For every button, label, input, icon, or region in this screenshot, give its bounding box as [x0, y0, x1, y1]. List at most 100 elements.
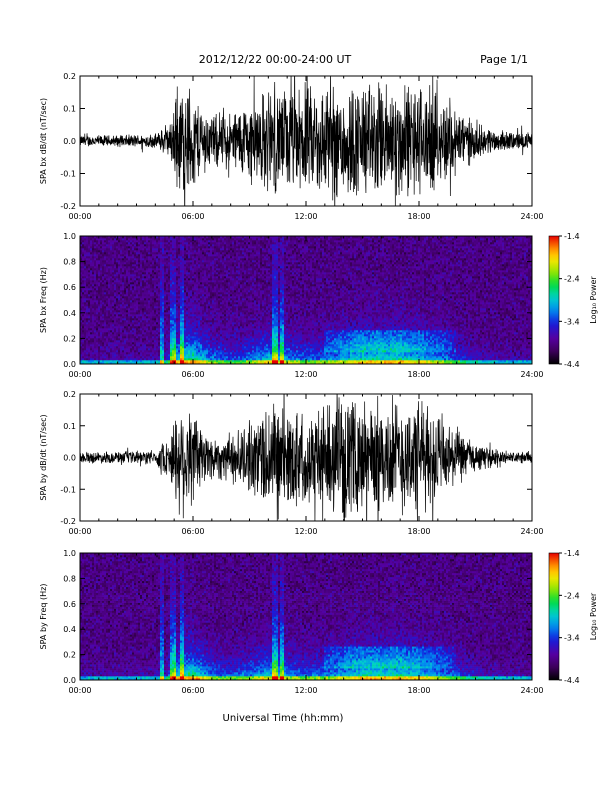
heat-cell: [218, 330, 221, 333]
heat-cell: [122, 322, 125, 325]
heat-cell: [182, 274, 185, 277]
heat-cell: [186, 258, 189, 261]
heat-cell: [186, 322, 189, 325]
heat-cell: [106, 274, 109, 277]
heat-cell: [126, 346, 129, 349]
heat-cell: [118, 322, 121, 325]
heat-cell: [102, 360, 105, 363]
heat-cell: [202, 322, 205, 325]
heat-cell: [116, 352, 119, 355]
heat-cell: [194, 346, 197, 349]
heat-cell: [184, 244, 187, 247]
heat-cell: [224, 294, 227, 297]
heat-cell: [210, 320, 213, 323]
heat-cell: [162, 328, 165, 331]
heat-cell: [106, 320, 109, 323]
heat-cell: [146, 280, 149, 283]
heat-cell: [154, 286, 157, 289]
heat-cell: [222, 242, 225, 245]
heat-cell: [104, 248, 107, 251]
heat-cell: [142, 268, 145, 271]
heat-cell: [170, 348, 173, 351]
heat-cell: [180, 348, 183, 351]
heat-cell: [120, 290, 123, 293]
heat-cell: [110, 354, 113, 357]
heat-cell: [210, 262, 213, 265]
heat-cell: [110, 274, 113, 277]
heat-cell: [98, 306, 101, 309]
heat-cell: [168, 350, 171, 353]
heat-cell: [160, 318, 163, 321]
heat-cell: [222, 268, 225, 271]
heat-cell: [90, 248, 93, 251]
heat-cell: [224, 326, 227, 329]
heat-cell: [216, 338, 219, 341]
heat-cell: [228, 320, 231, 323]
heat-cell: [160, 320, 163, 323]
heat-cell: [124, 278, 127, 281]
heat-cell: [112, 288, 115, 291]
heat-cell: [106, 262, 109, 265]
heat-cell: [162, 270, 165, 273]
heat-cell: [146, 358, 149, 361]
heat-cell: [210, 256, 213, 259]
heat-cell: [92, 334, 95, 337]
heat-cell: [232, 318, 235, 321]
heat-cell: [84, 286, 87, 289]
heat-cell: [82, 306, 85, 309]
heat-cell: [132, 298, 135, 301]
heat-cell: [160, 324, 163, 327]
heat-cell: [166, 282, 169, 285]
heat-cell: [142, 304, 145, 307]
heat-cell: [96, 350, 99, 353]
heat-cell: [110, 240, 113, 243]
heat-cell: [222, 334, 225, 337]
heat-cell: [190, 270, 193, 273]
heat-cell: [218, 276, 221, 279]
heat-cell: [94, 356, 97, 359]
heat-cell: [108, 274, 111, 277]
heat-cell: [212, 350, 215, 353]
heat-cell: [100, 348, 103, 351]
heat-cell: [196, 292, 199, 295]
heat-cell: [90, 358, 93, 361]
heat-cell: [92, 356, 95, 359]
heat-cell: [112, 318, 115, 321]
heat-cell: [86, 250, 89, 253]
heat-cell: [220, 326, 223, 329]
heat-cell: [146, 266, 149, 269]
heat-cell: [106, 306, 109, 309]
heat-cell: [136, 250, 139, 253]
heat-cell: [110, 298, 113, 301]
heat-cell: [196, 236, 199, 239]
heat-cell: [224, 362, 227, 365]
heat-cell: [222, 328, 225, 331]
heat-cell: [92, 276, 95, 279]
heat-cell: [218, 354, 221, 357]
heat-cell: [206, 308, 209, 311]
heat-cell: [136, 288, 139, 291]
heat-cell: [186, 344, 189, 347]
heat-cell: [112, 244, 115, 247]
heat-cell: [98, 302, 101, 305]
heat-cell: [82, 340, 85, 343]
heat-cell: [144, 306, 147, 309]
heat-cell: [230, 240, 233, 243]
heat-cell: [218, 342, 221, 345]
heat-cell: [88, 316, 91, 319]
heat-cell: [226, 258, 229, 261]
heat-cell: [140, 298, 143, 301]
heat-cell: [86, 266, 89, 269]
heat-cell: [232, 342, 235, 345]
heat-cell: [228, 358, 231, 361]
heat-cell: [118, 344, 121, 347]
heat-cell: [148, 334, 151, 337]
heat-cell: [210, 346, 213, 349]
heat-cell: [166, 360, 169, 363]
heat-cell: [156, 314, 159, 317]
heat-cell: [218, 338, 221, 341]
heat-cell: [128, 236, 131, 239]
heat-cell: [180, 310, 183, 313]
heat-cell: [122, 264, 125, 267]
heat-cell: [104, 344, 107, 347]
